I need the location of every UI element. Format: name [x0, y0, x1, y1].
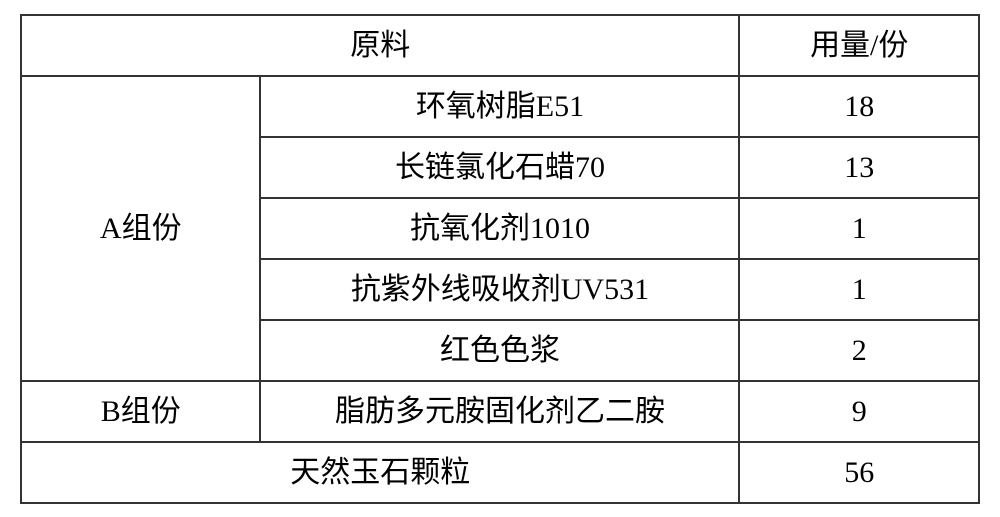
group-b-label: B组份: [21, 381, 260, 442]
table-footer-row: 天然玉石颗粒 56: [21, 442, 979, 503]
material-name: 抗紫外线吸收剂UV531: [260, 259, 739, 320]
material-amount: 18: [739, 76, 979, 137]
material-name: 环氧树脂E51: [260, 76, 739, 137]
material-name: 脂肪多元胺固化剂乙二胺: [260, 381, 739, 442]
material-name: 长链氯化石蜡70: [260, 137, 739, 198]
material-amount: 1: [739, 198, 979, 259]
table-row: B组份 脂肪多元胺固化剂乙二胺 9: [21, 381, 979, 442]
material-amount: 1: [739, 259, 979, 320]
header-material: 原料: [21, 15, 739, 76]
table-row: A组份 环氧树脂E51 18: [21, 76, 979, 137]
material-amount: 9: [739, 381, 979, 442]
footer-name: 天然玉石颗粒: [21, 442, 739, 503]
table-header-row: 原料 用量/份: [21, 15, 979, 76]
material-amount: 2: [739, 320, 979, 381]
material-name: 抗氧化剂1010: [260, 198, 739, 259]
header-amount: 用量/份: [739, 15, 979, 76]
group-a-label: A组份: [21, 76, 260, 381]
material-amount: 13: [739, 137, 979, 198]
material-name: 红色色浆: [260, 320, 739, 381]
materials-table: 原料 用量/份 A组份 环氧树脂E51 18 长链氯化石蜡70 13 抗氧化剂1…: [20, 14, 980, 504]
footer-amount: 56: [739, 442, 979, 503]
